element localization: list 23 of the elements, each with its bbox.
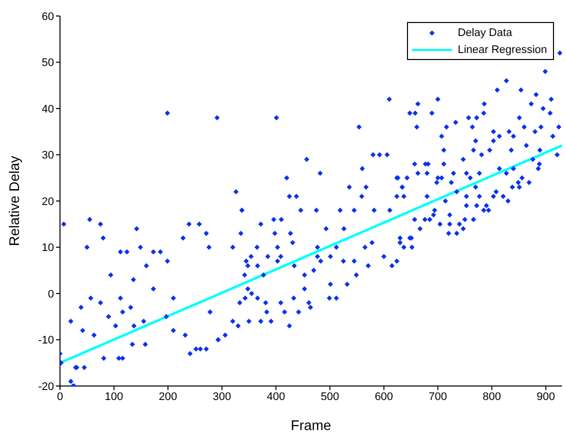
legend-label: Delay Data <box>458 26 512 38</box>
x-tick-label: 100 <box>104 390 124 403</box>
y-tick-label: 50 <box>42 57 54 70</box>
legend-label: Linear Regression <box>458 44 547 56</box>
x-tick-label: 200 <box>158 390 178 403</box>
y-tick-label: 40 <box>42 103 54 116</box>
y-axis-title: Relative Delay <box>6 156 22 246</box>
y-tick-label: 60 <box>42 10 54 23</box>
x-axis-title: Frame <box>290 417 332 433</box>
y-tick-label: 30 <box>42 150 54 162</box>
x-tick-label: 0 <box>56 390 64 403</box>
x-tick-label: 700 <box>428 390 448 403</box>
x-tick-label: 900 <box>536 390 555 403</box>
y-tick-label: 0 <box>48 288 54 300</box>
y-tick-label: 10 <box>42 242 54 254</box>
x-tick-label: 800 <box>482 390 502 403</box>
y-tick-label: 20 <box>42 196 54 208</box>
x-tick-label: 400 <box>266 390 286 403</box>
x-tick-label: 500 <box>320 390 340 403</box>
y-tick-label: -10 <box>38 334 54 347</box>
y-tick-label: -20 <box>38 380 54 393</box>
x-tick-label: 600 <box>374 390 394 403</box>
x-tick-label: 300 <box>212 390 232 403</box>
